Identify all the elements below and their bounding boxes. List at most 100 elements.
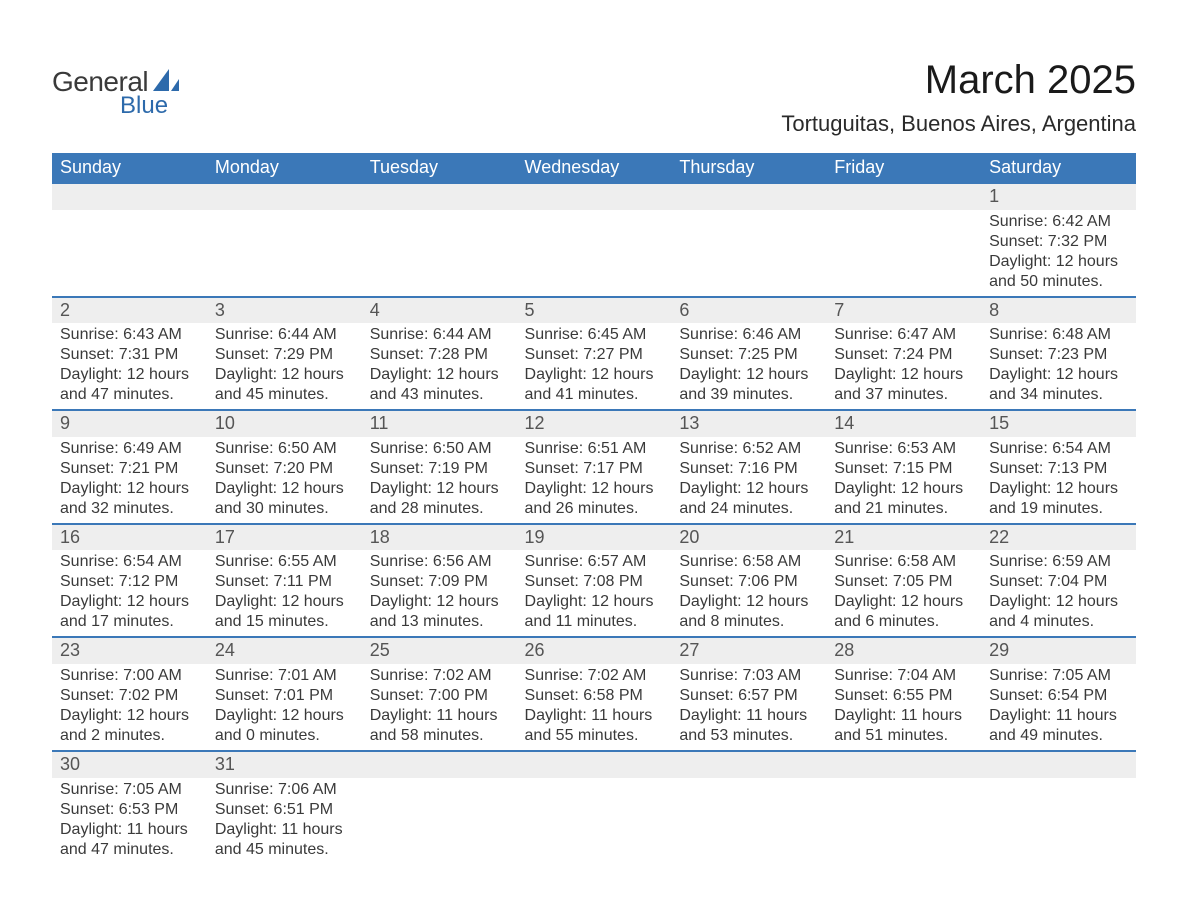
- day-sunrise: Sunrise: 6:50 AM: [370, 439, 509, 459]
- day-number: 16: [52, 525, 207, 551]
- day-sunset: Sunset: 7:02 PM: [60, 686, 199, 706]
- day-dl1: Daylight: 11 hours: [370, 706, 509, 726]
- day-dl1: Daylight: 12 hours: [215, 479, 354, 499]
- day-dl2: and 49 minutes.: [989, 726, 1128, 746]
- day-dl2: and 37 minutes.: [834, 385, 973, 405]
- day-data: Sunrise: 6:53 AMSunset: 7:15 PMDaylight:…: [826, 437, 981, 523]
- day-data: Sunrise: 7:05 AMSunset: 6:54 PMDaylight:…: [981, 664, 1136, 750]
- day-sunset: Sunset: 7:06 PM: [679, 572, 818, 592]
- title-block: March 2025 Tortuguitas, Buenos Aires, Ar…: [781, 36, 1136, 145]
- day-number-cell: [362, 183, 517, 210]
- day-sunrise: Sunrise: 6:59 AM: [989, 552, 1128, 572]
- dayname: Monday: [207, 153, 362, 183]
- day-sunrise: Sunrise: 7:06 AM: [215, 780, 354, 800]
- day-number-cell: 24: [207, 637, 362, 664]
- day-number: 7: [826, 298, 981, 324]
- day-dl1: Daylight: 11 hours: [525, 706, 664, 726]
- day-number: [671, 184, 826, 188]
- day-dl1: Daylight: 12 hours: [525, 479, 664, 499]
- day-data-cell: [207, 210, 362, 297]
- day-number-cell: [826, 751, 981, 778]
- day-data: Sunrise: 6:47 AMSunset: 7:24 PMDaylight:…: [826, 323, 981, 409]
- day-data: Sunrise: 7:04 AMSunset: 6:55 PMDaylight:…: [826, 664, 981, 750]
- day-sunrise: Sunrise: 6:52 AM: [679, 439, 818, 459]
- day-number-cell: 14: [826, 410, 981, 437]
- day-data-cell: [517, 778, 672, 864]
- day-data: [362, 210, 517, 236]
- day-data-cell: Sunrise: 7:02 AMSunset: 6:58 PMDaylight:…: [517, 664, 672, 751]
- day-number-cell: 26: [517, 637, 672, 664]
- day-data: Sunrise: 6:54 AMSunset: 7:12 PMDaylight:…: [52, 550, 207, 636]
- day-number: 22: [981, 525, 1136, 551]
- day-sunset: Sunset: 7:31 PM: [60, 345, 199, 365]
- day-dl1: Daylight: 12 hours: [989, 365, 1128, 385]
- day-data: Sunrise: 6:42 AMSunset: 7:32 PMDaylight:…: [981, 210, 1136, 296]
- day-data: Sunrise: 6:54 AMSunset: 7:13 PMDaylight:…: [981, 437, 1136, 523]
- day-data: Sunrise: 6:43 AMSunset: 7:31 PMDaylight:…: [52, 323, 207, 409]
- day-sunrise: Sunrise: 6:46 AM: [679, 325, 818, 345]
- day-number-cell: [52, 183, 207, 210]
- day-number: 1: [981, 184, 1136, 210]
- day-number: [517, 752, 672, 756]
- day-number: [52, 184, 207, 188]
- day-number: [981, 752, 1136, 756]
- day-sunset: Sunset: 7:01 PM: [215, 686, 354, 706]
- day-data-cell: [826, 778, 981, 864]
- day-sunset: Sunset: 7:13 PM: [989, 459, 1128, 479]
- day-number: 30: [52, 752, 207, 778]
- day-number: 13: [671, 411, 826, 437]
- day-number: 17: [207, 525, 362, 551]
- day-number: 24: [207, 638, 362, 664]
- week-data-row: Sunrise: 6:54 AMSunset: 7:12 PMDaylight:…: [52, 550, 1136, 637]
- day-number: 18: [362, 525, 517, 551]
- day-sunset: Sunset: 7:05 PM: [834, 572, 973, 592]
- day-sunrise: Sunrise: 6:45 AM: [525, 325, 664, 345]
- dayname: Thursday: [671, 153, 826, 183]
- day-number: [671, 752, 826, 756]
- day-data: Sunrise: 6:55 AMSunset: 7:11 PMDaylight:…: [207, 550, 362, 636]
- day-data: Sunrise: 7:06 AMSunset: 6:51 PMDaylight:…: [207, 778, 362, 864]
- day-data: [517, 778, 672, 804]
- dayname: Sunday: [52, 153, 207, 183]
- week-daynum-row: 23242526272829: [52, 637, 1136, 664]
- day-number: 14: [826, 411, 981, 437]
- day-number-cell: 8: [981, 297, 1136, 324]
- day-number-cell: 9: [52, 410, 207, 437]
- day-dl1: Daylight: 12 hours: [679, 365, 818, 385]
- day-sunset: Sunset: 7:09 PM: [370, 572, 509, 592]
- day-number: 8: [981, 298, 1136, 324]
- day-data-cell: Sunrise: 6:53 AMSunset: 7:15 PMDaylight:…: [826, 437, 981, 524]
- day-data-cell: Sunrise: 6:50 AMSunset: 7:19 PMDaylight:…: [362, 437, 517, 524]
- day-dl2: and 11 minutes.: [525, 612, 664, 632]
- day-number: 20: [671, 525, 826, 551]
- day-sunset: Sunset: 7:21 PM: [60, 459, 199, 479]
- day-data-cell: Sunrise: 6:45 AMSunset: 7:27 PMDaylight:…: [517, 323, 672, 410]
- day-number-cell: 1: [981, 183, 1136, 210]
- day-data: Sunrise: 7:00 AMSunset: 7:02 PMDaylight:…: [52, 664, 207, 750]
- day-dl2: and 19 minutes.: [989, 499, 1128, 519]
- day-dl2: and 45 minutes.: [215, 385, 354, 405]
- day-sunset: Sunset: 6:51 PM: [215, 800, 354, 820]
- day-number-cell: 5: [517, 297, 672, 324]
- day-sunrise: Sunrise: 6:44 AM: [215, 325, 354, 345]
- week-daynum-row: 9101112131415: [52, 410, 1136, 437]
- day-number: 15: [981, 411, 1136, 437]
- day-number: [826, 184, 981, 188]
- dayname: Saturday: [981, 153, 1136, 183]
- day-sunset: Sunset: 7:23 PM: [989, 345, 1128, 365]
- day-number-cell: 16: [52, 524, 207, 551]
- day-sunset: Sunset: 7:29 PM: [215, 345, 354, 365]
- week-daynum-row: 2345678: [52, 297, 1136, 324]
- day-data-cell: Sunrise: 6:44 AMSunset: 7:29 PMDaylight:…: [207, 323, 362, 410]
- day-data-cell: [826, 210, 981, 297]
- day-number: 9: [52, 411, 207, 437]
- day-data-cell: Sunrise: 6:48 AMSunset: 7:23 PMDaylight:…: [981, 323, 1136, 410]
- day-data-cell: Sunrise: 7:01 AMSunset: 7:01 PMDaylight:…: [207, 664, 362, 751]
- day-dl2: and 28 minutes.: [370, 499, 509, 519]
- week-data-row: Sunrise: 6:43 AMSunset: 7:31 PMDaylight:…: [52, 323, 1136, 410]
- day-data: [826, 778, 981, 804]
- day-data-cell: [671, 778, 826, 864]
- day-data: Sunrise: 6:52 AMSunset: 7:16 PMDaylight:…: [671, 437, 826, 523]
- day-number: 6: [671, 298, 826, 324]
- day-number-cell: 20: [671, 524, 826, 551]
